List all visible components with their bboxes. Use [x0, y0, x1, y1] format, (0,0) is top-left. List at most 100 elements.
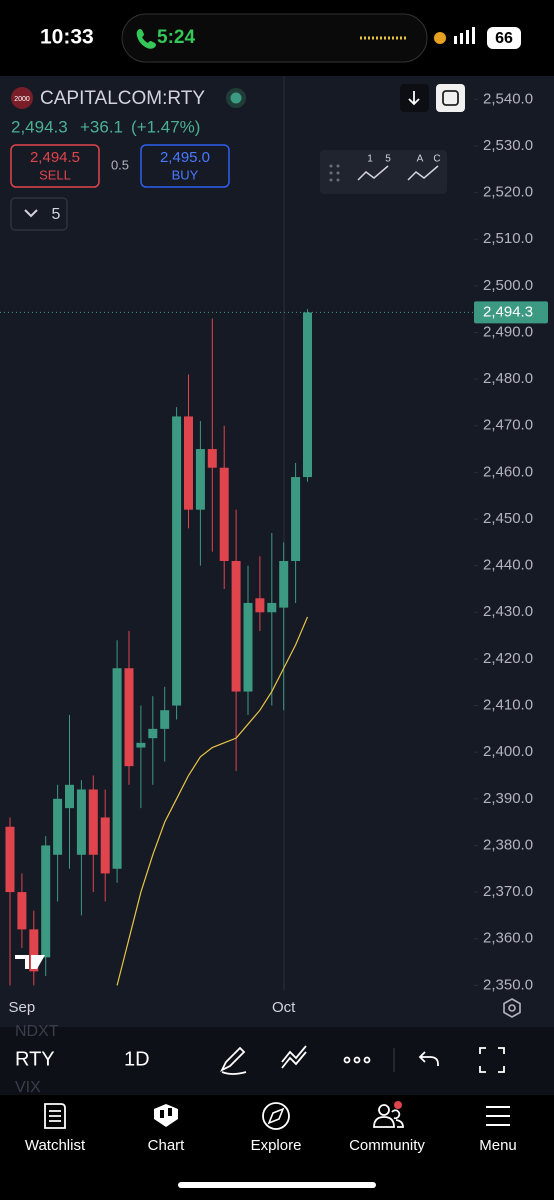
- explore-icon: [262, 1102, 290, 1130]
- candle-body: [184, 416, 193, 510]
- candle-body: [53, 798, 63, 855]
- y-tick-label: 2,450.0: [483, 510, 533, 527]
- community-icon: [378, 1104, 390, 1116]
- toolbar-symbol[interactable]: RTY: [15, 1048, 55, 1070]
- candle-body: [195, 449, 205, 510]
- nav-label[interactable]: Explore: [251, 1137, 302, 1154]
- nav-label[interactable]: Community: [349, 1137, 425, 1154]
- ghost-symbol: NDXT: [15, 1023, 59, 1040]
- arrow-down-icon: [408, 91, 420, 106]
- indicators-icon[interactable]: [281, 1045, 307, 1069]
- y-tick-label: 2,510.0: [483, 230, 533, 247]
- candle-body: [172, 416, 182, 706]
- candle-body: [148, 728, 158, 739]
- candle-body: [279, 560, 289, 608]
- signal: [466, 30, 469, 44]
- drag-handle: [329, 164, 340, 182]
- y-tick-label: 2,490.0: [483, 323, 533, 340]
- y-tick-label: 2,530.0: [483, 137, 533, 154]
- buy-button[interactable]: [140, 144, 230, 188]
- y-tick-label: 2,350.0: [483, 976, 533, 993]
- mini-label: A: [417, 154, 424, 165]
- more-icon[interactable]: [343, 1056, 371, 1064]
- undo-icon[interactable]: [418, 1051, 439, 1066]
- market-status-dot: [230, 92, 242, 104]
- change-percent: (+1.47%): [131, 117, 200, 136]
- symbol-badge: [11, 87, 33, 109]
- sell-price: 2,494.5: [30, 149, 80, 166]
- candle-body: [136, 742, 146, 748]
- y-tick-label: 2,460.0: [483, 463, 533, 480]
- candle-body: [76, 789, 86, 855]
- candle-body: [100, 817, 110, 874]
- pattern-icon: [407, 165, 439, 181]
- y-tick-label: 2,400.0: [483, 743, 533, 760]
- home-indicator: [178, 1182, 376, 1188]
- y-tick-label: 2,390.0: [483, 790, 533, 807]
- price: 2,494.3: [11, 117, 68, 136]
- mic-dot: [434, 32, 446, 44]
- x-tick-label: Oct: [272, 999, 296, 1016]
- chart-icon-candle: [160, 1110, 164, 1118]
- tradingview-logo: [15, 955, 45, 969]
- fullscreen-icon: [442, 90, 459, 106]
- last-price-tag: [474, 301, 548, 324]
- nav-label[interactable]: Chart: [148, 1137, 186, 1154]
- signal: [454, 36, 457, 44]
- chart-icon-candle: [168, 1108, 172, 1116]
- y-tick-label: 2,500.0: [483, 277, 533, 294]
- explore-needle: [267, 1107, 285, 1125]
- clock: 10:33: [40, 26, 94, 49]
- call-time: 5:24: [157, 27, 195, 48]
- buy-label: BUY: [172, 167, 199, 182]
- interval[interactable]: 1D: [124, 1048, 150, 1070]
- pattern-icon: [357, 165, 389, 181]
- candle-body: [88, 789, 98, 855]
- battery-level: 66: [495, 30, 513, 47]
- settings-icon[interactable]: [503, 998, 521, 1018]
- nav-labels: Watchlist Chart Explore Community Menu: [25, 1137, 517, 1154]
- candle-body: [207, 449, 217, 468]
- ghost-symbol: VIX: [15, 1079, 41, 1096]
- y-tick-label: 2,380.0: [483, 836, 533, 853]
- menu-icon: [486, 1106, 510, 1126]
- candle-body: [124, 668, 134, 767]
- indicators-toggle[interactable]: [10, 197, 68, 231]
- sell-button[interactable]: [10, 144, 100, 188]
- chevron-icon: [24, 209, 38, 218]
- candle-body: [112, 668, 122, 869]
- sell-label: SELL: [39, 167, 71, 182]
- drawing-widget[interactable]: [320, 150, 447, 194]
- y-tick-label: 2,480.0: [483, 370, 533, 387]
- community-icon-body: [373, 1109, 404, 1128]
- y-tick-label: 2,430.0: [483, 603, 533, 620]
- y-tick-label: 2,520.0: [483, 184, 533, 201]
- toolbar: [0, 1027, 554, 1095]
- candle-body: [41, 845, 51, 958]
- candle-body: [17, 892, 27, 930]
- y-tick-label: 2,370.0: [483, 883, 533, 900]
- notification-dot: [394, 1101, 402, 1109]
- symbol[interactable]: CAPITALCOM:RTY: [40, 88, 205, 109]
- nav-label[interactable]: Watchlist: [25, 1137, 86, 1154]
- chart: 2,350.0 2,360.0 2,370.0 2,380.0 2,390.0 2,400…: [0, 90, 548, 1016]
- mini-label: 5: [385, 154, 391, 165]
- indicator-count: 5: [52, 206, 61, 223]
- candle-body: [160, 710, 170, 729]
- moving-average: [116, 616, 309, 986]
- fullscreen-icon[interactable]: [479, 1047, 505, 1073]
- watchlist-icon: [44, 1103, 66, 1129]
- y-tick-label: 2,420.0: [483, 650, 533, 667]
- candle-body: [65, 784, 74, 809]
- candle-body: [231, 560, 241, 692]
- candle-body: [5, 826, 15, 893]
- spread: 0.5: [111, 157, 129, 172]
- draw-icon[interactable]: [219, 1046, 247, 1075]
- settings-icon-center: [508, 1004, 516, 1012]
- dynamic-island: [121, 13, 428, 63]
- nav-label[interactable]: Menu: [479, 1137, 517, 1154]
- fullscreen-button[interactable]: [436, 84, 465, 112]
